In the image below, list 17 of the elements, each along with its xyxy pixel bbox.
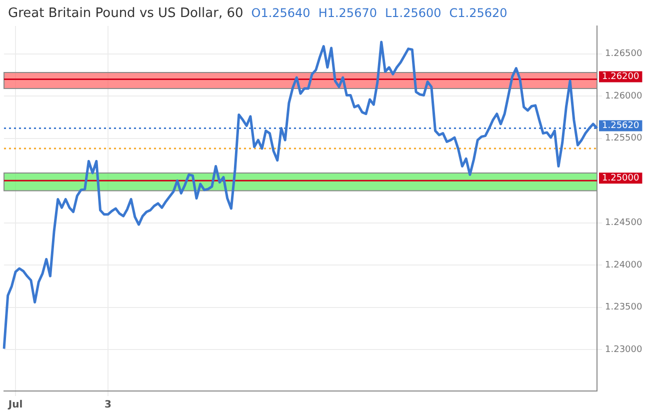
text: L1.25600 xyxy=(384,6,442,21)
x-tick-label: 3 xyxy=(104,400,112,411)
x-tick-label: Jul xyxy=(7,400,23,411)
chart-title: Great Britain Pound vs US Dollar, 60 xyxy=(8,6,244,21)
y-tick-label: 1.24000 xyxy=(605,260,642,270)
y-tick-label: 1.25500 xyxy=(605,134,642,144)
ref-line-label: 1.26200 xyxy=(602,72,640,82)
text: O1.25640 xyxy=(251,6,310,21)
y-tick-label: 1.26000 xyxy=(605,91,642,102)
y-tick-label: 1.24500 xyxy=(605,218,642,228)
y-tick-label: 1.23000 xyxy=(605,344,642,355)
text: C1.25620 xyxy=(449,6,508,21)
y-tick-label: 1.23500 xyxy=(605,302,642,313)
y-tick-label: 1.26500 xyxy=(605,49,642,60)
text: H1.25670 xyxy=(318,6,377,21)
ref-line-label: 1.25620 xyxy=(602,121,640,132)
ref-line-label: 1.25000 xyxy=(602,173,640,184)
